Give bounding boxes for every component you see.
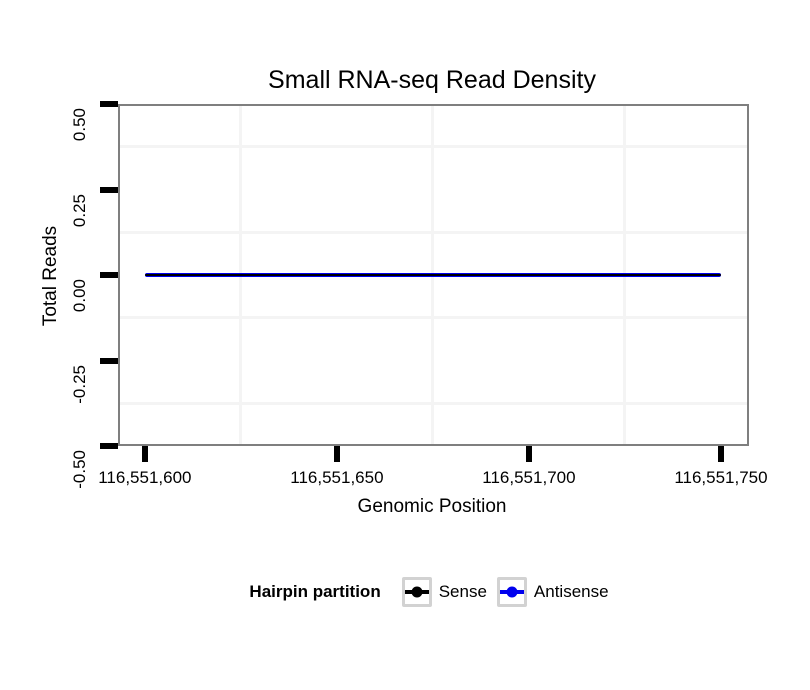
- legend-key-antisense: [496, 577, 527, 607]
- legend-entry-sense: Sense: [401, 577, 487, 607]
- minor-gridline-horizontal: [120, 230, 747, 234]
- legend-title: Hairpin partition: [249, 582, 381, 601]
- y-axis-title: Total Reads: [40, 225, 61, 327]
- x-axis-title: Genomic Position: [357, 496, 507, 517]
- x-tick: [333, 446, 340, 462]
- x-tick-label: 116,551,750: [674, 468, 768, 487]
- minor-gridline-horizontal: [120, 401, 747, 405]
- minor-gridline-horizontal: [120, 145, 747, 149]
- legend: Hairpin partition Sense Antisense: [58, 575, 810, 609]
- minor-gridline-horizontal: [120, 316, 747, 320]
- legend-entry-antisense: Antisense: [496, 577, 609, 607]
- x-tick-label: 116,551,700: [482, 468, 576, 487]
- legend-entries: Sense Antisense: [401, 577, 619, 607]
- x-tick-label: 116,551,650: [290, 468, 384, 487]
- legend-key-point-icon: [506, 586, 518, 598]
- x-tick-label: 116,551,600: [98, 468, 192, 487]
- legend-key-point-icon: [411, 586, 423, 598]
- series-line-sense: [144, 274, 721, 276]
- legend-entry-label: Sense: [438, 582, 487, 601]
- y-tick-label: 0.00: [70, 279, 89, 313]
- y-tick: [100, 443, 118, 449]
- y-tick: [100, 272, 118, 278]
- y-tick: [100, 357, 118, 364]
- y-tick-label: -0.50: [70, 450, 89, 489]
- x-tick: [525, 446, 532, 462]
- y-tick-label: 0.50: [70, 108, 89, 142]
- plot-panel: [118, 104, 749, 446]
- legend-entry-label: Antisense: [533, 582, 609, 601]
- y-tick: [100, 186, 118, 193]
- y-tick-label: 0.25: [70, 193, 89, 227]
- legend-key-sense: [401, 577, 432, 607]
- y-tick-label: -0.25: [70, 364, 89, 404]
- chart-title: Small RNA-seq Read Density: [268, 66, 596, 94]
- y-tick: [100, 101, 118, 107]
- x-tick: [141, 446, 148, 462]
- x-tick: [717, 446, 724, 462]
